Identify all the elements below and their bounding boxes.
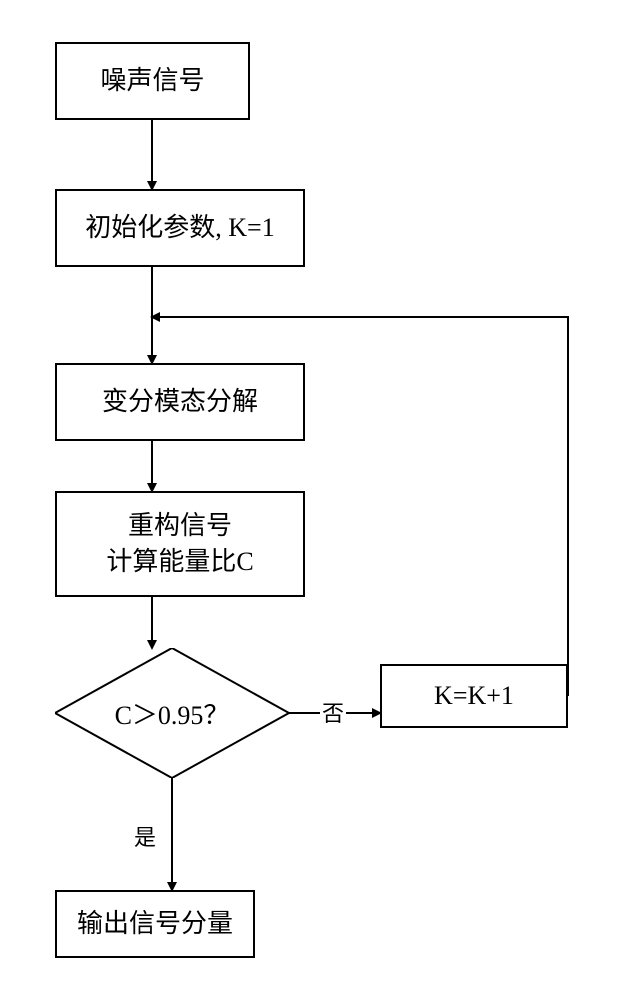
node-noise-signal: 噪声信号 [55,42,250,120]
node-label: 变分模态分解 [102,384,258,420]
node-label: 噪声信号 [100,63,204,99]
node-output: 输出信号分量 [55,890,255,958]
node-decision: C＞0.95？ [55,648,289,778]
node-label: 初始化参数, K=1 [85,210,274,246]
node-label: K=K+1 [434,678,514,714]
flowchart-canvas: 噪声信号 初始化参数, K=1 变分模态分解 重构信号 计算能量比C C＞0.9… [0,0,617,1000]
edge-label-no: 否 [320,696,346,728]
edge-label-yes: 是 [132,820,158,852]
node-vmd: 变分模态分解 [55,363,305,441]
node-increment-k: K=K+1 [380,664,568,728]
node-label: 重构信号 计算能量比C [106,508,253,581]
node-reconstruct: 重构信号 计算能量比C [55,491,305,597]
node-label: 输出信号分量 [77,906,233,942]
node-init-params: 初始化参数, K=1 [55,189,305,267]
node-label: C＞0.95？ [115,695,230,732]
